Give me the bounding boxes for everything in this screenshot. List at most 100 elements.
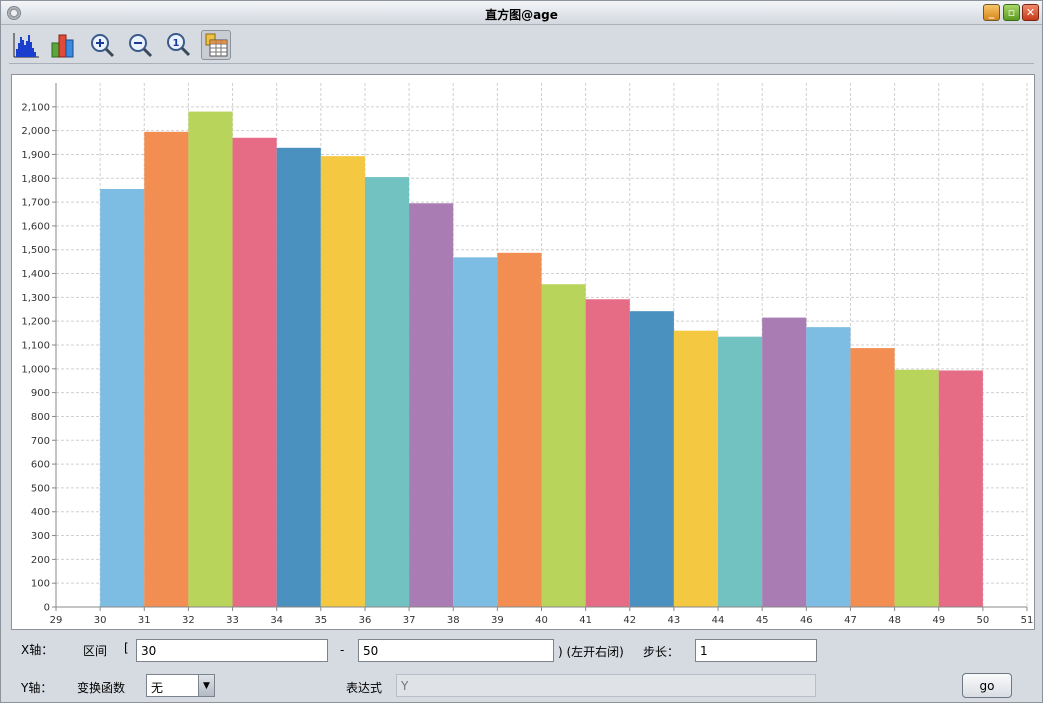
y-tick-label: 600: [31, 460, 50, 471]
range-close-note: ) (左开右闭): [558, 645, 624, 659]
y-tick-label: 1,500: [21, 245, 50, 256]
y-tick-label: 400: [31, 507, 50, 518]
y-tick-label: 2,000: [21, 126, 50, 137]
app-icon[interactable]: [7, 6, 21, 20]
x-tick-label: 42: [623, 615, 636, 626]
y-tick-label: 1,800: [21, 174, 50, 185]
y-tick-label: 300: [31, 531, 50, 542]
histogram-tool-button[interactable]: [11, 30, 41, 60]
histogram-bar: [144, 131, 189, 607]
zoom-in-icon: [91, 34, 115, 58]
histogram-bar: [673, 330, 719, 607]
range-start-input[interactable]: [136, 639, 328, 662]
maximize-icon: ▫: [1007, 6, 1016, 19]
histogram-bar: [320, 156, 365, 607]
bar-chart-tool-button[interactable]: [48, 30, 78, 60]
y-tick-label: 100: [31, 579, 50, 590]
histogram-bar: [806, 327, 851, 607]
zoom-reset-button[interactable]: 1: [163, 30, 193, 60]
x-axis-label: X轴：: [21, 643, 54, 657]
y-tick-label: 1,200: [21, 317, 50, 328]
histogram-bar: [850, 348, 895, 607]
x-tick-label: 37: [403, 615, 416, 626]
toolbar-separator: [9, 63, 1034, 64]
histogram-bar: [718, 336, 763, 607]
minimize-button[interactable]: _: [983, 4, 1000, 21]
zoom-out-icon: [129, 34, 153, 58]
x-tick-label: 31: [138, 615, 151, 626]
range-label: 区间: [83, 644, 108, 658]
x-tick-label: 50: [976, 615, 989, 626]
histogram-bar: [276, 147, 321, 607]
close-button[interactable]: ✕: [1022, 4, 1039, 21]
x-tick-label: 38: [447, 615, 460, 626]
histogram-bar: [938, 370, 983, 607]
range-end-input[interactable]: [358, 639, 554, 662]
y-tick-label: 700: [31, 436, 50, 447]
histogram-chart[interactable]: 0 100 200 300 400 500 600 700 800 900 1,000 1,100 1,…: [11, 74, 1035, 630]
y-tick-label: 1,300: [21, 293, 50, 304]
expression-input[interactable]: [396, 674, 816, 697]
x-tick-label: 33: [226, 615, 239, 626]
data-table-button[interactable]: [201, 30, 231, 60]
zoom-out-button[interactable]: [125, 30, 155, 60]
transform-select[interactable]: 无 ▼: [146, 674, 215, 697]
data-table-icon: [205, 33, 228, 57]
y-tick-label: 1,100: [21, 341, 50, 352]
window-title: 直方图@age: [485, 8, 558, 22]
histogram-bar: [188, 111, 233, 607]
y-tick-label: 1,700: [21, 198, 50, 209]
y-tick-label: 0: [44, 603, 50, 614]
expression-label: 表达式: [346, 681, 383, 695]
x-tick-label: 41: [579, 615, 592, 626]
range-open-bracket: [: [124, 641, 129, 655]
x-tick-label: 49: [932, 615, 945, 626]
transform-select-value: 无: [151, 681, 164, 695]
chevron-down-icon[interactable]: ▼: [198, 675, 214, 696]
histogram-bar: [629, 311, 674, 607]
x-tick-label: 30: [94, 615, 107, 626]
go-button[interactable]: go: [962, 673, 1012, 698]
histogram-bar: [364, 177, 410, 607]
histogram-bar: [497, 252, 542, 607]
range-dash: -: [340, 643, 345, 657]
transform-label: 变换函数: [77, 681, 126, 695]
svg-text:1: 1: [173, 38, 180, 49]
minimize-icon: _: [988, 6, 995, 19]
y-tick-label: 1,000: [21, 364, 50, 375]
x-tick-label: 29: [50, 615, 63, 626]
step-input[interactable]: [695, 639, 817, 662]
histogram-bar: [453, 257, 498, 607]
y-tick-label: 800: [31, 412, 50, 423]
y-tick-label: 500: [31, 483, 50, 494]
zoom-in-button[interactable]: [87, 30, 117, 60]
x-tick-label: 43: [668, 615, 681, 626]
x-tick-label: 44: [712, 615, 725, 626]
histogram-bar: [762, 317, 807, 607]
histogram-bar: [100, 188, 145, 607]
y-tick-label: 200: [31, 555, 50, 566]
histogram-svg: 0 100 200 300 400 500 600 700 800 900 1,000 1,100 1,…: [21, 83, 1034, 626]
close-icon: ✕: [1025, 6, 1036, 19]
x-tick-label: 46: [800, 615, 813, 626]
x-tick-label: 51: [1021, 615, 1034, 626]
maximize-button[interactable]: ▫: [1003, 4, 1020, 21]
x-tick-label: 48: [888, 615, 901, 626]
y-tick-label: 2,100: [21, 102, 50, 113]
toolbar: 1: [1, 26, 1042, 64]
zoom-reset-icon: 1: [167, 33, 191, 57]
y-tick-label: 1,400: [21, 269, 50, 280]
y-tick-label: 1,900: [21, 150, 50, 161]
x-tick-label: 35: [314, 615, 327, 626]
x-tick-label: 47: [844, 615, 857, 626]
histogram-bar: [585, 299, 630, 607]
bar-chart-icon: [51, 34, 74, 58]
histogram-bar: [541, 284, 586, 607]
step-label: 步长：: [643, 645, 680, 659]
x-tick-label: 45: [756, 615, 769, 626]
title-bar[interactable]: 直方图@age _ ▫ ✕: [1, 1, 1042, 25]
y-tick-label: 900: [31, 388, 50, 399]
x-tick-label: 39: [491, 615, 504, 626]
x-tick-label: 34: [270, 615, 283, 626]
